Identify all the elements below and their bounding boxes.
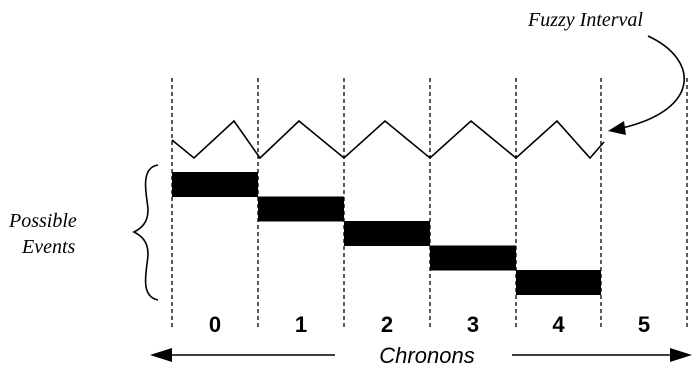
chronon-number-label: 2 [381,312,393,337]
chronons-right-arrowhead [670,348,692,362]
fuzzy-interval-arrowhead [608,121,626,135]
chronon-number-label: 4 [552,312,565,337]
chronons-left-arrowhead [150,348,172,362]
fuzzy-interval-zigzag [171,119,605,160]
chronon-number-label: 3 [467,312,479,337]
event-bar [516,270,601,295]
event-bar [430,245,516,271]
possible-events-label-line2: Events [21,236,76,258]
event-bar [172,172,258,197]
possible-event-bars [172,172,601,295]
fuzzy-interval-label: Fuzzy Interval [527,9,643,31]
chronon-number-label: 5 [638,312,650,337]
possible-events-label-line1: Possible [8,210,77,232]
chronon-labels: 0 1 2 3 4 5 [209,312,650,337]
event-bar [258,196,344,222]
chronon-number-label: 1 [295,312,307,337]
possible-events-brace [132,164,159,301]
fuzzy-interval-arrow [621,35,685,129]
chronon-boundaries [171,78,688,327]
chronon-number-label: 0 [209,312,221,337]
event-bar [344,221,430,246]
chronons-label: Chronons [379,343,474,368]
